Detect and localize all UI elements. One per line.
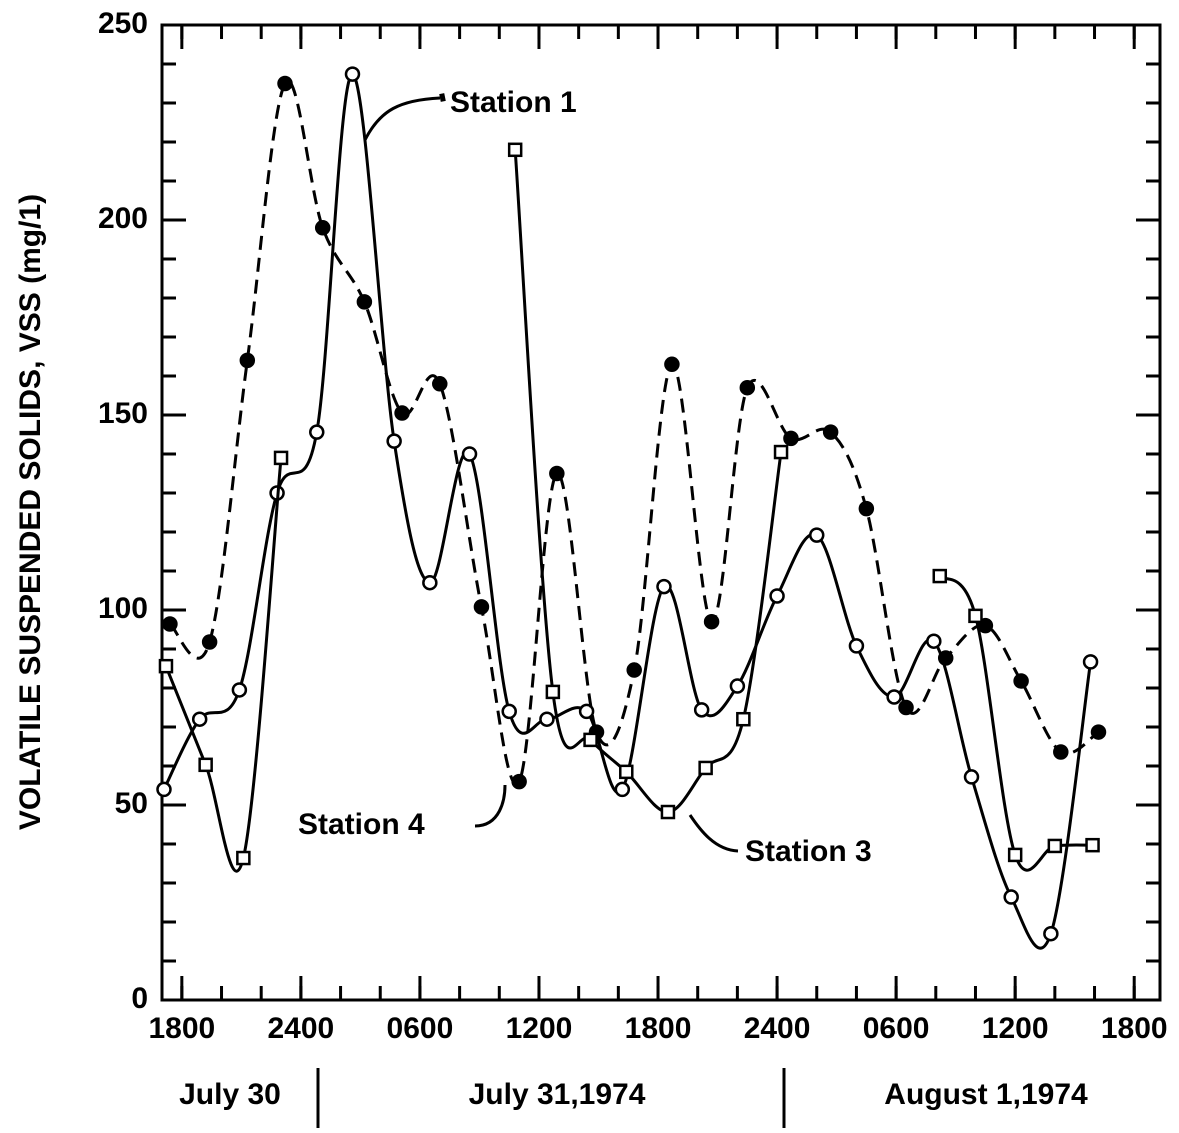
leader [474,784,507,828]
point [314,220,331,236]
point [664,356,680,373]
point [162,616,178,632]
y-tick-label: 200 [98,202,148,235]
point [769,588,785,604]
point [344,66,361,82]
point [693,702,710,718]
point [394,405,410,421]
point [1082,654,1099,670]
point [783,430,799,447]
y-tick-label: 100 [98,592,148,625]
y-tick-label: 250 [98,7,148,40]
point [1007,847,1023,863]
y-tick-label: 150 [98,397,148,430]
x-tick-label: 1800 [625,1012,692,1045]
point [583,732,598,748]
point [739,379,756,396]
point [1013,673,1029,689]
point [473,599,490,615]
y-tick-label: 50 [115,787,148,820]
point [886,689,902,705]
point [937,650,954,666]
series-label: Station 1 [450,86,577,119]
point [578,703,595,720]
y-axis-label: VOLATILE SUSPENDED SOLIDS, VSS (mg/1) [14,194,47,830]
series-label: Station 3 [745,835,872,868]
point [660,804,676,820]
point [309,424,325,440]
point [422,574,438,591]
point [277,75,293,92]
point [773,444,789,460]
point [968,608,983,624]
point [156,781,172,798]
point [198,757,213,773]
point [1043,925,1059,942]
point [729,678,746,694]
plot-frame [160,23,1162,1002]
point [858,500,875,517]
point [822,424,839,440]
point [1047,838,1063,854]
point [619,764,634,780]
point [236,850,251,866]
point [626,662,642,678]
point [848,638,865,654]
x-tick-label: 2400 [744,1012,811,1045]
point [191,711,208,727]
date-label: July 31,1974 [469,1078,646,1111]
x-tick-label: 0600 [863,1012,930,1045]
x-tick-label: 1200 [506,1012,573,1045]
point [386,433,402,449]
x-tick-label: 1800 [148,1012,215,1045]
series-label: Station 4 [298,808,425,841]
point [1053,744,1069,760]
x-tick-label: 2400 [268,1012,335,1045]
point [511,773,527,790]
point [656,578,672,595]
series-line [164,457,283,873]
series-line [168,79,1100,786]
point [1085,837,1100,853]
point [356,294,373,310]
leader [439,93,446,102]
leader [363,96,441,141]
point [432,376,448,392]
leader [688,814,739,853]
date-label: July 30 [179,1078,281,1111]
point [273,450,289,466]
point [549,465,565,482]
point [809,527,825,543]
point [501,703,517,720]
point [963,769,980,785]
x-tick-label: 1200 [982,1012,1049,1045]
y-tick-label: 0 [131,982,148,1015]
point [461,446,478,462]
point [736,711,751,727]
point [201,634,218,650]
point [1003,889,1019,905]
point [698,760,713,776]
point [926,633,942,649]
point [703,613,720,630]
point [932,568,948,584]
point [545,684,561,700]
date-label: August 1,1974 [884,1078,1088,1111]
x-tick-label: 1800 [1101,1012,1168,1045]
point [539,711,555,727]
point [1090,724,1107,740]
point [231,682,248,698]
point [507,142,523,158]
point [614,781,631,798]
point [239,352,256,369]
point [158,658,174,674]
x-tick-label: 0600 [387,1012,454,1045]
point [898,699,914,716]
